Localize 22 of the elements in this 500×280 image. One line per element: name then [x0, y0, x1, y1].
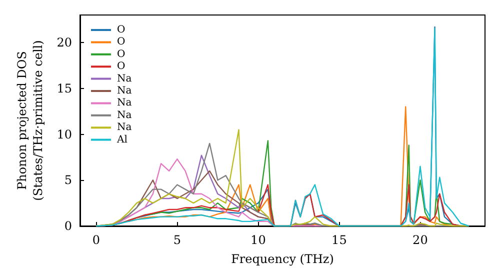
legend-label: O — [117, 61, 126, 72]
y-tick-label: 10 — [56, 127, 72, 142]
x-tick-label: 15 — [332, 233, 347, 247]
x-tick-label: 0 — [92, 233, 100, 247]
legend-label: Na — [117, 122, 132, 134]
x-axis-title: Frequency (THz) — [231, 252, 334, 266]
x-tick-label: 5 — [173, 233, 182, 247]
legend-label: Na — [117, 73, 132, 84]
y-axis-title: Phonon projected DOS (States/THz·primitive cell) — [14, 40, 45, 201]
x-tick-label: 10 — [250, 233, 266, 247]
legend-label: O — [117, 48, 126, 60]
legend-label: Na — [117, 86, 132, 96]
legend-label: Na — [117, 98, 132, 109]
y-tick-label: 20 — [56, 36, 72, 50]
x-tick-label: 20 — [412, 233, 428, 247]
legend-label: O — [117, 36, 126, 48]
legend-label: O — [117, 24, 126, 36]
y-tick-label: 0 — [64, 219, 72, 233]
legend-label: Al — [116, 134, 128, 146]
y-tick-label: 5 — [64, 173, 72, 188]
legend-label: Na — [117, 110, 132, 121]
y-tick-label: 15 — [56, 81, 72, 96]
